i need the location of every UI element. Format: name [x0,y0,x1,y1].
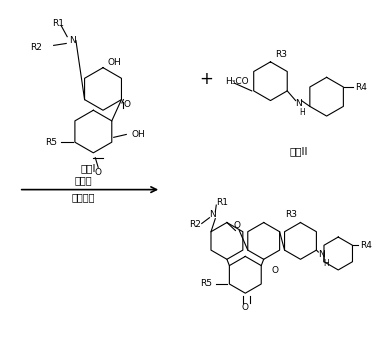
Text: R1: R1 [52,19,64,28]
Text: R5: R5 [46,138,57,147]
Text: R2: R2 [31,43,42,52]
Text: O: O [124,100,131,109]
Text: N: N [209,210,216,219]
Text: N: N [69,36,75,45]
Text: OH: OH [108,58,122,67]
Text: N: N [295,99,302,108]
Text: +: + [200,70,213,88]
Text: R3: R3 [275,49,287,59]
Text: H₃CO: H₃CO [225,77,249,86]
Text: R2: R2 [189,220,201,229]
Text: O: O [95,168,102,177]
Text: R4: R4 [355,83,367,91]
Text: O: O [242,303,249,312]
Text: OH: OH [131,130,145,139]
Text: N: N [318,251,325,260]
Text: O: O [234,221,241,230]
Text: R4: R4 [360,241,372,250]
Text: R5: R5 [200,279,212,288]
Text: 结构I: 结构I [81,163,96,173]
Text: H: H [300,108,305,117]
Text: 结构II: 结构II [289,146,308,156]
Text: O: O [271,266,278,275]
Text: 甲苯，碱: 甲苯，碱 [72,192,95,202]
Text: 催化剂: 催化剂 [75,175,93,185]
Text: R3: R3 [285,210,297,219]
Text: H: H [323,259,329,268]
Text: R1: R1 [216,198,228,207]
